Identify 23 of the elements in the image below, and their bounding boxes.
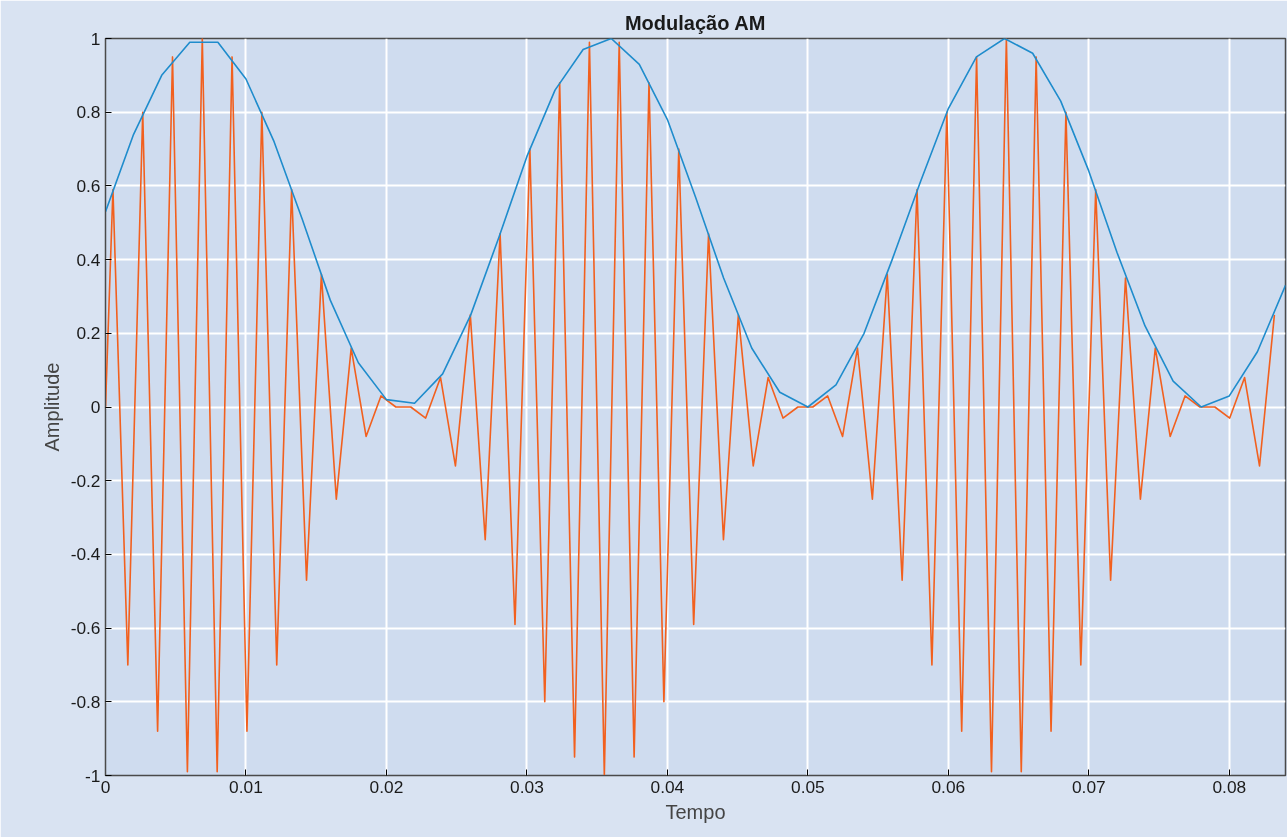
y-tick-label: -0.2 [70,470,101,491]
x-axis-title: Tempo [665,800,726,823]
y-tick-label: 0.4 [76,249,101,270]
x-tick-label: 0.03 [510,776,544,797]
y-tick-label: -0.8 [70,691,101,712]
x-tick-label: 0.06 [931,776,966,797]
y-tick-label: -0.6 [70,618,101,639]
y-tick-label: -0.4 [70,544,101,565]
x-tick-label: 0.05 [791,776,825,797]
y-tick-label: 0.8 [76,102,101,123]
x-tick-label: 0.04 [650,776,685,797]
y-tick-label: 0.6 [76,175,101,196]
y-tick-label: 1 [90,28,101,49]
y-tick-label: -1 [85,765,101,786]
y-tick-label: 0 [90,397,101,417]
y-axis-title: Amplitude [40,362,63,452]
x-tick-label: 0.07 [1071,776,1106,797]
chart-title: Modulação AM [624,11,766,34]
x-tick-label: 0.08 [1212,776,1247,797]
line-series [105,38,1286,408]
y-tick-label: 0.2 [76,323,101,344]
x-tick-label: 0.02 [369,776,404,797]
x-tick-label: 0.01 [229,776,263,797]
